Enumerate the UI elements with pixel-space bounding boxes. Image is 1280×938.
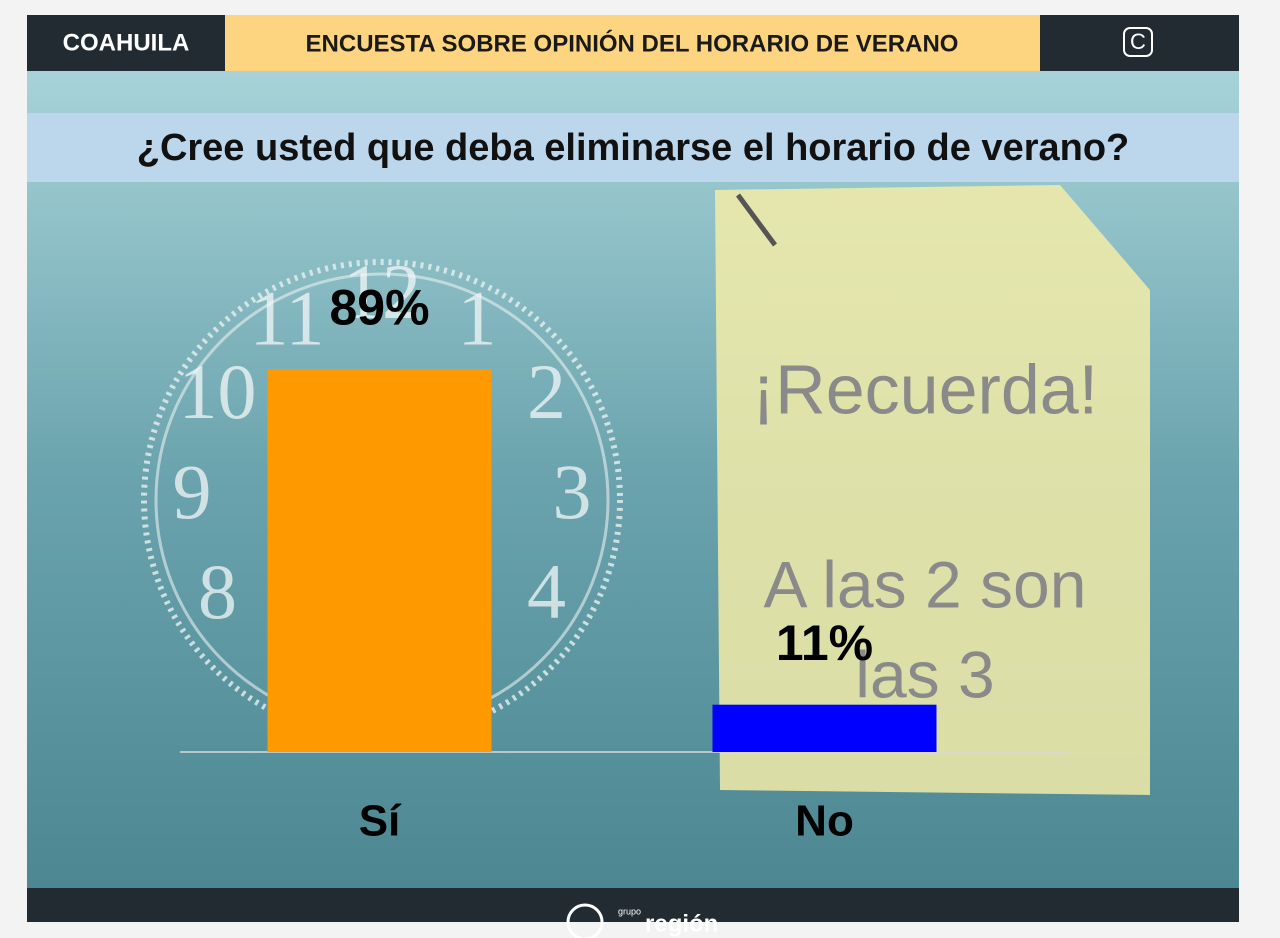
clock-numeral: 10	[178, 348, 256, 435]
clock-numeral: 3	[553, 448, 592, 535]
pin	[735, 193, 778, 247]
footer-brand-small: grupo	[618, 906, 641, 916]
clock-numeral: 1	[458, 275, 497, 362]
bar	[712, 704, 937, 752]
plot: 89% Sí 11% No	[267, 280, 937, 846]
clock-numeral: 8	[198, 548, 237, 635]
clock-numeral: 11	[249, 275, 324, 362]
clock-numeral: 4	[527, 548, 566, 635]
value-label: 11%	[776, 615, 873, 671]
category-label: No	[795, 797, 854, 846]
note-paper	[715, 185, 1150, 795]
logo-box	[1040, 15, 1239, 71]
title-box	[225, 15, 1040, 71]
footer	[27, 888, 1239, 922]
footer-brand: región	[645, 910, 718, 937]
clock-face	[141, 259, 623, 741]
logo: C	[1130, 29, 1146, 54]
bar	[267, 369, 492, 752]
clock-numeral: 12	[343, 248, 421, 335]
note-line: A las 2 son	[764, 547, 1087, 621]
clock-numeral: 9	[173, 448, 212, 535]
category-label: Sí	[359, 797, 402, 846]
region: COAHUILA	[63, 29, 190, 56]
note-line: las 3	[855, 637, 994, 711]
question-band	[27, 113, 1239, 182]
chart-title: ¿Cree usted que deba eliminarse el horar…	[137, 127, 1130, 169]
value-label: 89%	[329, 280, 429, 336]
note-title: ¡Recuerda!	[752, 350, 1098, 428]
region-box	[27, 15, 225, 71]
header-title: ENCUESTA SOBRE OPINIÓN DEL HORARIO DE VE…	[306, 29, 959, 57]
clock-numeral: 2	[527, 348, 566, 435]
footer-logo	[566, 903, 604, 938]
logo-frame	[1123, 27, 1153, 57]
